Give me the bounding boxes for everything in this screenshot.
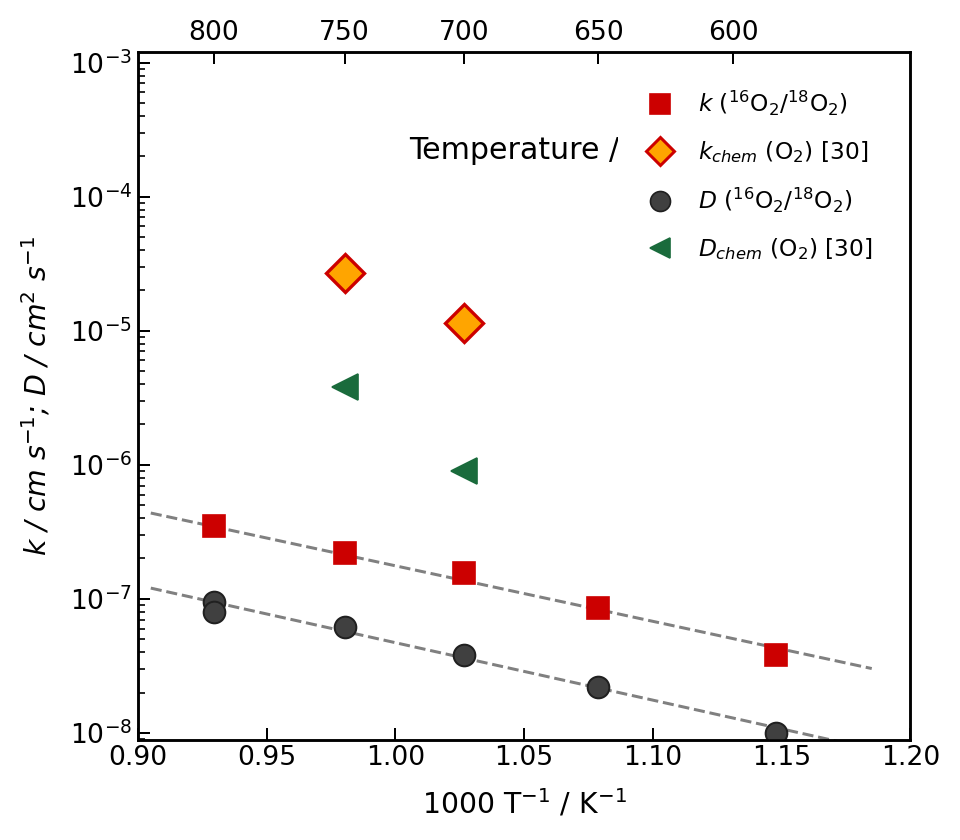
Y-axis label: $k$ / cm s$^{-1}$; $D$ / cm$^{2}$ s$^{-1}$: $k$ / cm s$^{-1}$; $D$ / cm$^{2}$ s$^{-1… xyxy=(20,236,53,556)
Text: Temperature / °C: Temperature / °C xyxy=(409,136,664,165)
Legend: $k$ ($^{16}$O$_2$/$^{18}$O$_2$), $k_{chem}$ (O$_2$) [30], $D$ ($^{16}$O$_2$/$^{1: $k$ ($^{16}$O$_2$/$^{18}$O$_2$), $k_{che… xyxy=(618,71,891,281)
X-axis label: 1000 T$^{-1}$ / K$^{-1}$: 1000 T$^{-1}$ / K$^{-1}$ xyxy=(421,788,627,820)
